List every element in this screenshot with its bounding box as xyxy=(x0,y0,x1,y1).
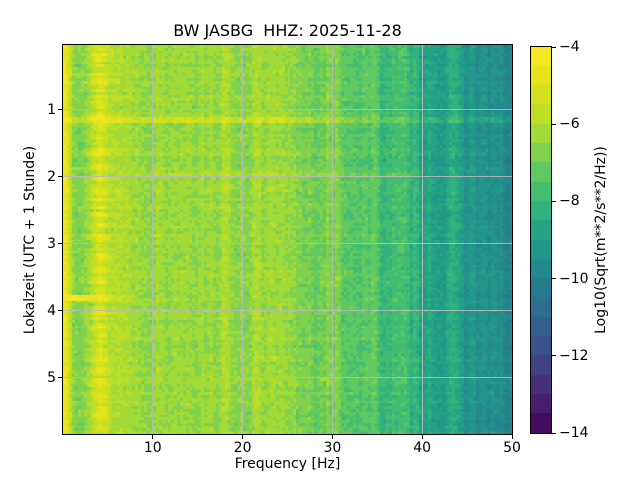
colorbar-tick-label: −4 xyxy=(559,39,580,55)
colorbar-tick-label: −12 xyxy=(559,347,589,364)
spectrogram-image xyxy=(63,45,512,434)
y-tick-mark xyxy=(58,176,62,178)
gridline xyxy=(63,176,512,178)
gridline xyxy=(63,310,512,312)
gridline xyxy=(63,377,512,379)
colorbar-label: Log10(Sqrt(m**2/s**2/Hz)) xyxy=(593,146,609,334)
colorbar-tick-mark xyxy=(552,200,556,202)
x-tick-mark xyxy=(421,435,423,439)
colorbar-tick-label: −14 xyxy=(559,425,589,441)
colorbar-gradient xyxy=(531,47,551,433)
x-tick-mark xyxy=(511,435,513,439)
y-tick-mark xyxy=(58,310,62,312)
y-tick-mark xyxy=(58,109,62,111)
y-tick-label: 2 xyxy=(47,168,56,185)
gridline xyxy=(152,45,154,434)
y-tick-label: 1 xyxy=(47,101,56,118)
colorbar-tick-mark xyxy=(552,355,556,357)
x-tick-mark xyxy=(331,435,333,439)
y-tick-mark xyxy=(58,377,62,379)
gridline xyxy=(63,243,512,245)
plot-area xyxy=(62,44,513,435)
x-tick-label: 10 xyxy=(143,440,162,456)
colorbar-tick-mark xyxy=(552,278,556,280)
colorbar-tick-label: −6 xyxy=(559,116,580,133)
x-tick-mark xyxy=(242,435,244,439)
colorbar-tick-mark xyxy=(552,432,556,434)
chart-title: BW JASBG HHZ: 2025-11-28 xyxy=(173,21,402,40)
x-tick-mark xyxy=(152,435,154,439)
x-tick-label: 40 xyxy=(413,440,432,456)
colorbar-tick-label: −10 xyxy=(559,270,589,287)
x-tick-label: 30 xyxy=(323,440,342,456)
x-tick-label: 50 xyxy=(503,440,521,456)
gridline xyxy=(242,45,244,434)
x-axis-label: Frequency [Hz] xyxy=(234,456,341,472)
colorbar-tick-mark xyxy=(552,46,556,48)
gridline xyxy=(421,45,423,434)
colorbar xyxy=(530,46,552,434)
gridline xyxy=(331,45,333,434)
y-tick-label: 5 xyxy=(47,369,56,386)
colorbar-tick-label: −8 xyxy=(559,193,580,210)
gridline xyxy=(63,109,512,111)
y-tick-label: 3 xyxy=(47,235,56,252)
colorbar-tick-mark xyxy=(552,123,556,125)
x-tick-label: 20 xyxy=(233,440,252,456)
y-tick-mark xyxy=(58,243,62,245)
y-tick-label: 4 xyxy=(47,302,56,319)
